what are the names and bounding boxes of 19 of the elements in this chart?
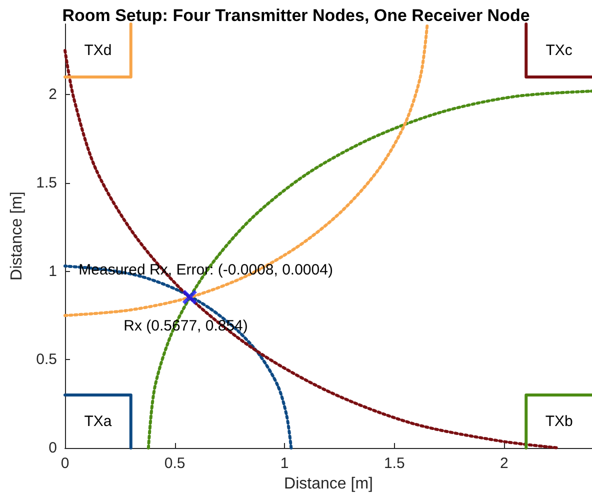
series-label: TXc <box>546 42 573 59</box>
series-label: TXa <box>84 413 112 430</box>
y-tick-label: 0.5 <box>36 351 57 368</box>
x-tick-label: 1.5 <box>384 455 405 472</box>
x-axis-title: Distance [m] <box>284 476 373 492</box>
x-tick-label: 2 <box>500 455 508 472</box>
y-axis-title: Distance [m] <box>8 192 26 280</box>
x-tick-label: 0 <box>60 455 70 472</box>
y-tick-label: 0 <box>48 440 57 456</box>
series-label: TXb <box>545 413 573 430</box>
y-tick-label: 1 <box>48 262 57 280</box>
y-tick-label: 1.5 <box>36 174 57 192</box>
x-tick-label: 1 <box>280 455 289 472</box>
line-series <box>146 90 592 450</box>
chart-title: Room Setup: Four Transmitter Nodes, One Receiver Node <box>62 6 530 25</box>
y-tick-label: 2 <box>48 86 57 104</box>
x-tick-label: 0.5 <box>164 455 186 472</box>
series-label: TXd <box>84 42 112 59</box>
line-series <box>64 22 429 317</box>
